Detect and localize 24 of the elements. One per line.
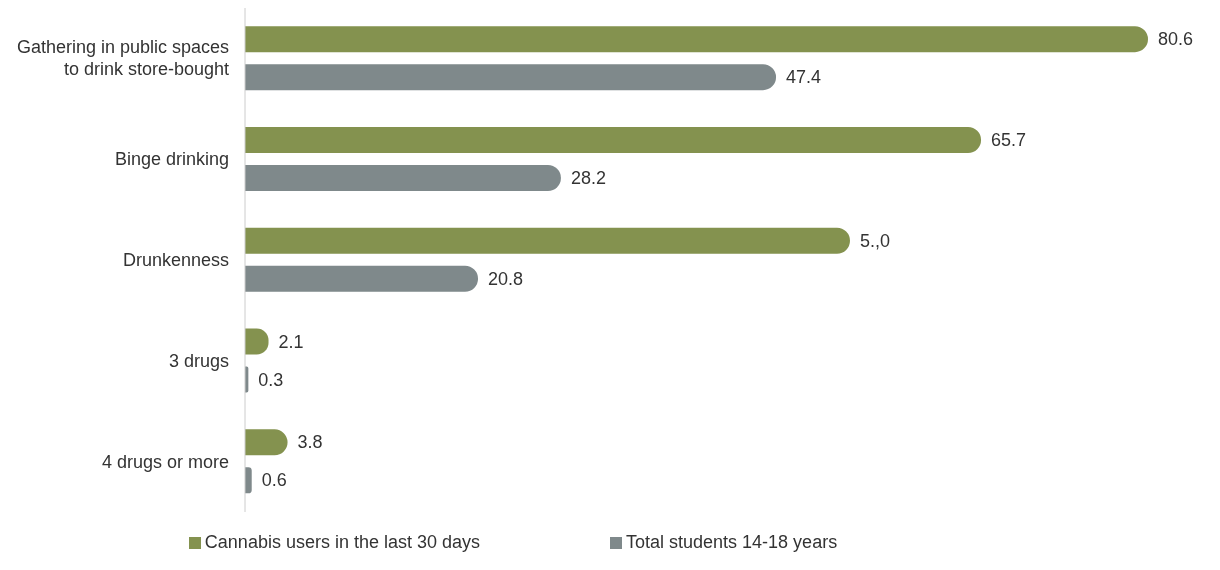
legend-label: Cannabis users in the last 30 days: [204, 532, 481, 552]
data-label: 3.8: [297, 432, 323, 453]
data-label: 0.3: [258, 369, 284, 390]
data-label: 5.,0: [859, 230, 891, 251]
data-label: 80.6: [1158, 29, 1194, 50]
y-tick-label: Drunkenness: [122, 250, 229, 270]
bar: [245, 126, 982, 153]
data-label: 65.7: [991, 129, 1027, 150]
bar: [245, 227, 850, 254]
data-label: 0.6: [261, 470, 287, 491]
legend-label: Total students 14-18 years: [626, 532, 838, 552]
data-label: 20.8: [488, 268, 524, 289]
data-label: 28.2: [570, 167, 606, 188]
bar: [245, 164, 561, 191]
data-label: 47.4: [786, 67, 822, 88]
bar: [245, 26, 1148, 53]
bar: [245, 64, 777, 91]
y-tick-label: Binge drinking: [114, 149, 229, 170]
bar: [245, 429, 288, 456]
y-tick-label: 3 drugs: [168, 350, 229, 371]
y-tick-label: 4 drugs or more: [101, 451, 229, 472]
data-label: 2.1: [278, 331, 304, 352]
y-tick-label: Gathering in public spaces to drink store-bought: [16, 37, 229, 80]
bar: [245, 265, 479, 292]
